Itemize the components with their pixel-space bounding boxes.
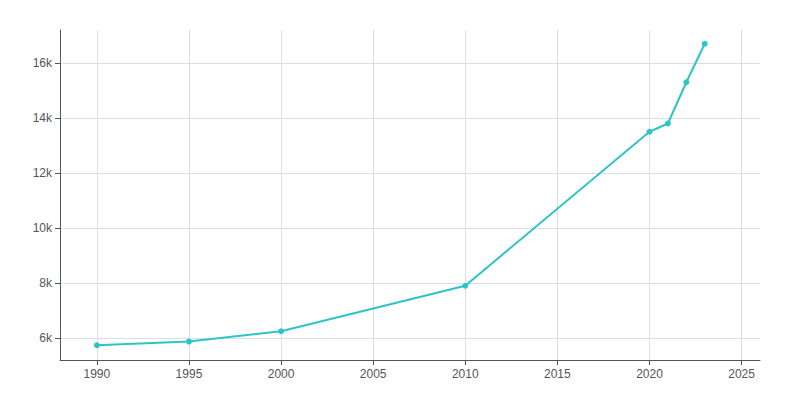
svg-text:1995: 1995 (176, 367, 203, 381)
svg-text:6k: 6k (39, 331, 53, 345)
svg-text:12k: 12k (33, 166, 53, 180)
svg-text:2005: 2005 (360, 367, 387, 381)
svg-text:2025: 2025 (728, 367, 755, 381)
svg-text:2010: 2010 (452, 367, 479, 381)
svg-text:10k: 10k (33, 221, 53, 235)
svg-text:1990: 1990 (83, 367, 110, 381)
svg-text:2015: 2015 (544, 367, 571, 381)
svg-text:8k: 8k (39, 276, 53, 290)
svg-text:16k: 16k (33, 56, 53, 70)
svg-text:14k: 14k (33, 111, 53, 125)
svg-text:2000: 2000 (268, 367, 295, 381)
svg-text:2020: 2020 (636, 367, 663, 381)
